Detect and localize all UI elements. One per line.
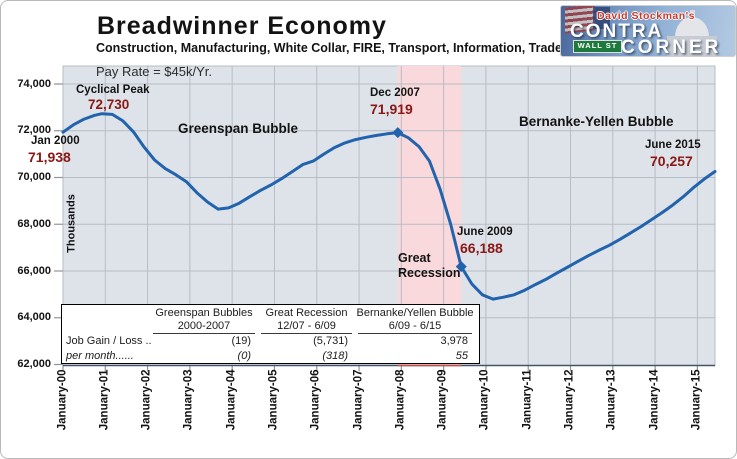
jan2000-value: 71,938 [28, 149, 71, 165]
capitol-dome-icon [667, 36, 717, 56]
table-corner-cell [62, 305, 150, 334]
wall-street-sign: WALL ST [573, 40, 622, 53]
pay-rate-note: Pay Rate = $45k/Yr. [96, 64, 212, 79]
x-tick-label: January-14 [648, 369, 661, 431]
x-tick-label: January-02 [140, 369, 153, 431]
x-tick-label: January-10 [478, 369, 491, 431]
chart-subtitle: Construction, Manufacturing, White Colla… [96, 41, 566, 55]
x-tick-label: January-13 [605, 369, 618, 431]
logo-word-contra: CONTRA [570, 21, 664, 42]
bernanke-yellen-bubble-label: Bernanke-Yellen Bubble [519, 114, 674, 129]
table-row-label: per month...... [66, 350, 134, 362]
logo-word-corner: CORNER [621, 37, 722, 57]
table-cell: (318) [322, 350, 348, 362]
table-header-greenspan: Greenspan Bubbles 2000-2007 [150, 305, 258, 334]
dec2007-value: 71,919 [370, 101, 413, 117]
data-point-marker [455, 261, 467, 273]
flag-icon [593, 7, 610, 29]
y-tick-label: 70,000 [17, 171, 51, 183]
capitol-dome-icon [675, 17, 709, 38]
table-cell: 3,978 [440, 335, 468, 347]
june2009-value: 66,188 [460, 240, 503, 256]
cyclical-peak-label: Cyclical Peak [76, 84, 150, 96]
table-row-label: Job Gain / Loss .. [66, 335, 152, 347]
x-tick-label: January-04 [225, 369, 238, 431]
x-tick-label: January-05 [267, 369, 280, 431]
capitol-dome-icon [690, 10, 695, 19]
y-tick-label: 72,000 [17, 124, 51, 137]
x-tick-label: January-15 [690, 369, 703, 431]
table-cell: (5,731) [313, 335, 348, 347]
y-tick-label: 66,000 [17, 264, 51, 277]
y-tick-label: 74,000 [17, 77, 51, 90]
jobs-line-series [61, 112, 717, 301]
greenspan-bubble-label: Greenspan Bubble [178, 121, 299, 136]
table-cell: 55 [455, 350, 468, 362]
x-tick-label: January-00 [56, 369, 68, 431]
job-summary-table: Greenspan Bubbles 2000-2007 Great Recess… [61, 304, 480, 364]
jan2000-label: Jan 2000 [31, 135, 80, 147]
y-axis-title: Thousands [65, 194, 78, 253]
june2015-value: 70,257 [650, 153, 693, 169]
x-tick-label: January-11 [521, 369, 534, 430]
dec2007-label: Dec 2007 [370, 87, 420, 99]
x-tick-label: January-12 [563, 369, 576, 431]
table-cell: (0) [237, 350, 251, 362]
x-tick-label: January-01 [98, 369, 111, 431]
table-header-recession: Great Recession 12/07 - 6/09 [258, 305, 355, 334]
y-tick-label: 64,000 [17, 311, 51, 324]
x-tick-label: January-06 [309, 369, 322, 431]
y-tick-label: 68,000 [17, 217, 51, 230]
data-point-marker [392, 127, 404, 139]
contra-corner-logo: David Stockman's CONTRA WALL ST CORNER [560, 5, 736, 57]
june2009-label: June 2009 [457, 226, 513, 238]
june2015-label: June 2015 [645, 139, 701, 151]
cyclical-peak-value: 72,730 [88, 97, 130, 112]
x-tick-label: January-09 [436, 369, 449, 431]
logo-byline: David Stockman's [596, 10, 696, 22]
page-title: Breadwinner Economy [97, 12, 387, 40]
table-header-bernanke: Bernanke/Yellen Bubble 6/09 - 6/15 [356, 307, 474, 334]
x-tick-label: January-03 [182, 369, 195, 431]
table-cell: (19) [231, 335, 251, 347]
x-tick-label: January-08 [394, 369, 407, 431]
y-tick-label: 62,000 [17, 358, 51, 370]
x-tick-label: January-07 [352, 369, 365, 431]
great-recession-label: Great Recession [398, 251, 461, 280]
